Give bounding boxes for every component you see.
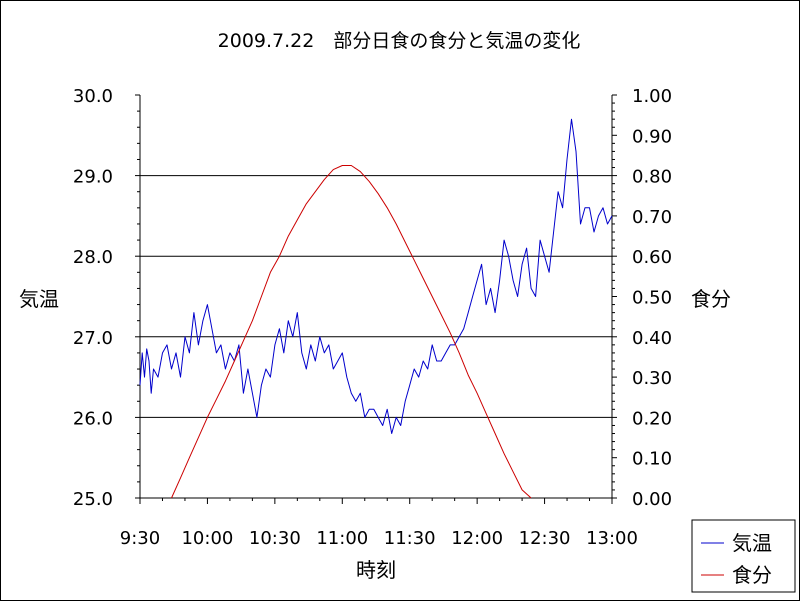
- chart-title: 2009.7.22 部分日食の食分と気温の変化: [218, 30, 581, 52]
- left-tick-label-3: 28.0: [73, 247, 113, 268]
- right-tick-label-5: 0.50: [632, 288, 672, 309]
- x-tick-label-7: 13:00: [586, 528, 638, 549]
- left-tick-label-4: 29.0: [73, 167, 113, 188]
- legend-label-eclipse-magnitude: 食分: [732, 563, 772, 587]
- series-layer: [139, 118, 613, 499]
- right-tick-label-7: 0.70: [632, 207, 672, 228]
- left-tick-label-2: 27.0: [73, 328, 113, 349]
- x-tick-label-3: 11:00: [316, 528, 368, 549]
- legend-box: [691, 519, 796, 593]
- left-tick-label-5: 30.0: [73, 86, 113, 107]
- x-axis-label: 時刻: [356, 558, 396, 582]
- left-tick-label-0: 25.0: [73, 489, 113, 510]
- right-tick-label-6: 0.60: [632, 247, 672, 268]
- plot-area: [140, 95, 612, 498]
- right-axis-ticks: 0.00 0.10 0.20 0.30 0.40 0.50 0.60 0.70 0.80 0.90…: [612, 86, 672, 510]
- right-tick-label-2: 0.20: [632, 408, 672, 429]
- x-tick-label-5: 12:00: [451, 528, 503, 549]
- legend: 気温 食分: [691, 519, 796, 593]
- left-tick-label-1: 26.0: [73, 408, 113, 429]
- right-tick-label-8: 0.80: [632, 167, 672, 188]
- right-tick-label-1: 0.10: [632, 449, 672, 470]
- y-left-axis-label: 気温: [19, 287, 59, 311]
- right-tick-label-3: 0.30: [632, 368, 672, 389]
- right-tick-label-4: 0.40: [632, 328, 672, 349]
- x-tick-label-6: 12:30: [519, 528, 571, 549]
- legend-label-temperature: 気温: [732, 531, 772, 555]
- x-tick-label-2: 10:30: [249, 528, 301, 549]
- x-tick-label-1: 10:00: [181, 528, 233, 549]
- right-tick-label-10: 1.00: [632, 86, 672, 107]
- right-tick-label-0: 0.00: [632, 489, 672, 510]
- x-tick-label-0: 9:30: [120, 528, 160, 549]
- series-line-temperature: [139, 118, 613, 434]
- gridlines: [140, 175, 612, 418]
- y-right-axis-label: 食分: [691, 287, 731, 311]
- series-line-eclipse-magnitude: [171, 165, 532, 499]
- x-axis-ticks: 9:30 10:00 10:30 11:00 11:30 12:00 12:30 13:00: [120, 498, 638, 549]
- left-axis-ticks: 25.0 26.0 27.0 28.0 29.0 30.0: [73, 86, 140, 510]
- right-tick-label-9: 0.90: [632, 126, 672, 147]
- x-tick-label-4: 11:30: [384, 528, 436, 549]
